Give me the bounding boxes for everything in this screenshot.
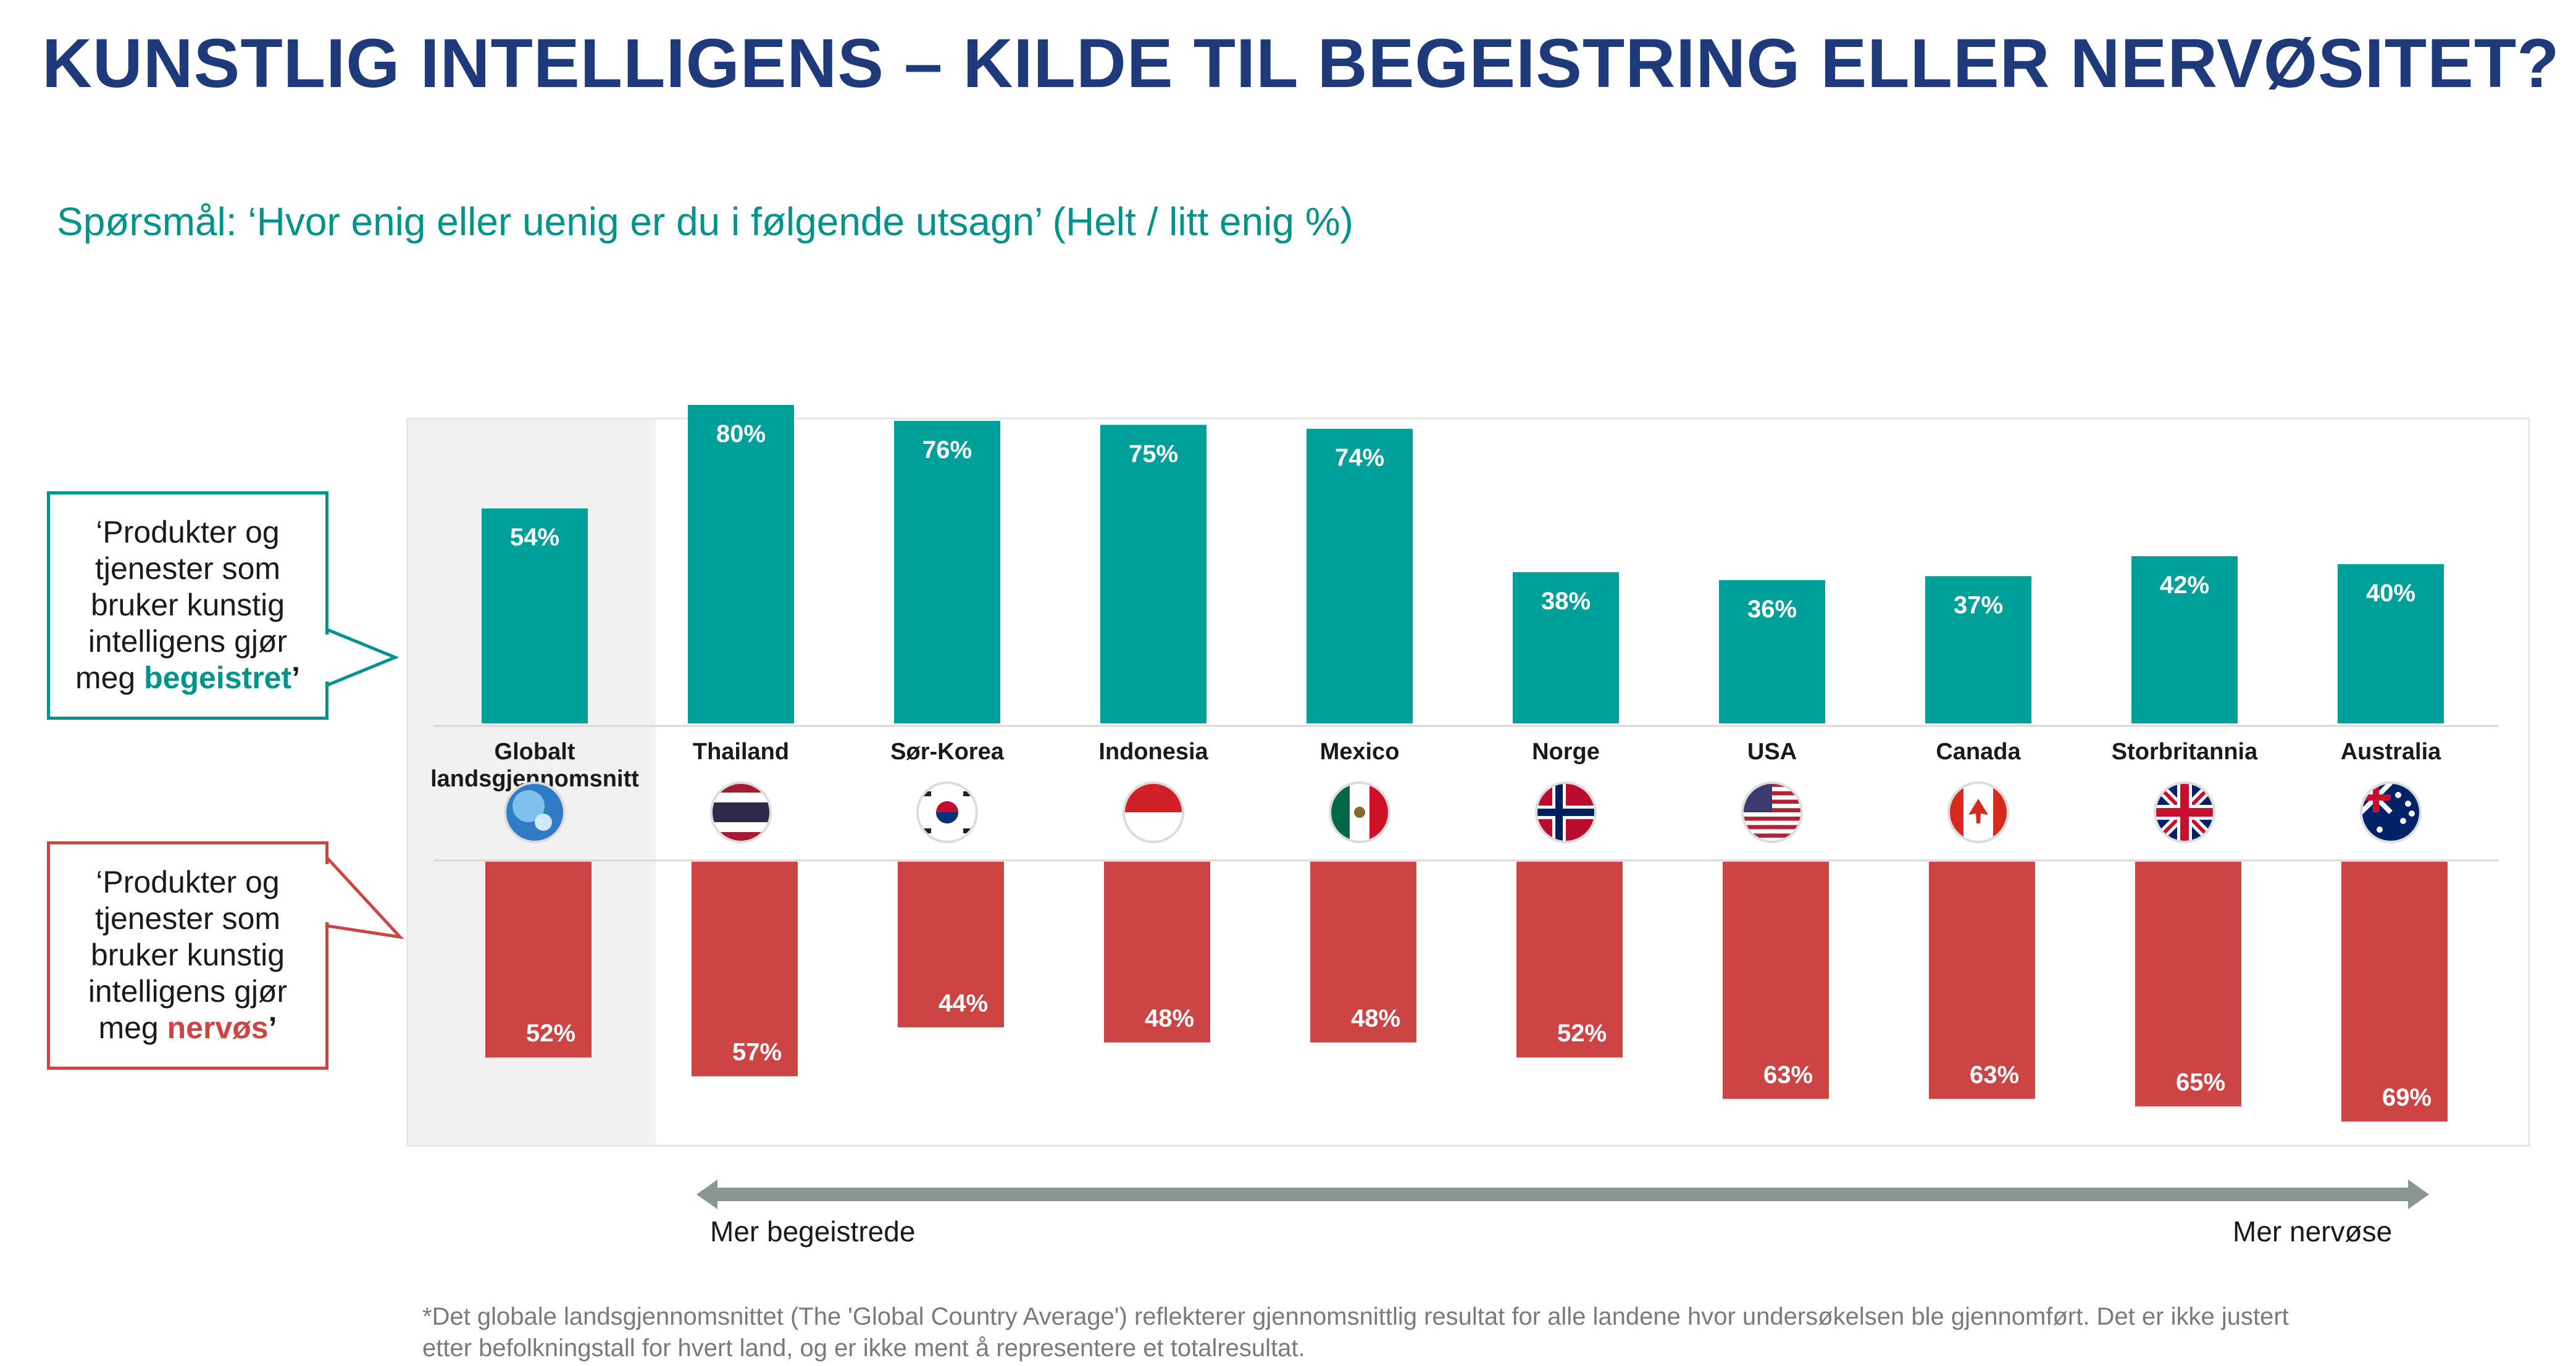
enthused-bar <box>2338 564 2444 723</box>
enthused-value-label: 74% <box>1335 444 1384 472</box>
enthused-value-label: 76% <box>922 436 972 464</box>
enthused-value-label: 40% <box>2366 580 2415 607</box>
nervous-bar <box>898 862 1004 1028</box>
south-korea-flag-icon <box>916 781 978 843</box>
direction-arrow <box>696 1180 2429 1209</box>
norway-flag-icon <box>1535 781 1597 843</box>
nervous-bar <box>1929 862 2035 1099</box>
category-label: Globalt <box>495 739 575 765</box>
nervous-value-label: 52% <box>1557 1020 1607 1047</box>
nervous-bar <box>2341 862 2448 1122</box>
enthused-series: 54% 80% 76% 75% 74% 38% 36% 37% 42% 40% <box>482 405 2444 723</box>
australia-flag-icon <box>2360 781 2422 843</box>
nervous-callout: ‘Produkter og tjenester som bruker kunst… <box>47 841 328 1070</box>
category-label: Mexico <box>1320 739 1400 765</box>
enthused-value-label: 36% <box>1747 596 1797 623</box>
nervous-value-label: 63% <box>1763 1061 1813 1088</box>
nervous-bar <box>485 862 592 1058</box>
category-label: Norge <box>1532 739 1600 765</box>
enthused-value-label: 80% <box>716 420 766 448</box>
uk-flag-icon <box>2154 781 2215 843</box>
category-label: Indonesia <box>1098 739 1208 765</box>
enthused-callout-text: ‘Produkter og tjenester som bruker kunst… <box>75 515 288 695</box>
nervous-value-label: 52% <box>526 1020 575 1047</box>
enthused-bar <box>1513 572 1619 723</box>
nervous-callout-quote: ’ <box>268 1010 277 1045</box>
enthused-bar <box>1100 425 1206 723</box>
enthused-value-label: 75% <box>1129 440 1178 467</box>
nervous-value-label: 48% <box>1351 1005 1400 1032</box>
nervous-value-label: 63% <box>1970 1061 2019 1088</box>
nervous-bar <box>1516 862 1623 1058</box>
usa-flag-icon <box>1741 781 1803 843</box>
nervous-value-label: 48% <box>1145 1005 1194 1032</box>
enthused-bar <box>1307 428 1413 723</box>
nervous-value-label: 44% <box>939 989 988 1017</box>
category-label: Sør-Korea <box>890 739 1005 765</box>
footnote: *Det globale landsgjennomsnittet (The 'G… <box>422 1303 2289 1362</box>
enthused-callout-quote: ’ <box>291 660 301 695</box>
nervous-value-label: 65% <box>2176 1069 2225 1096</box>
nervous-series: 52% 57% 44% 48% 48% 52% 63% 63% 65% 69% <box>485 862 2448 1122</box>
mexico-flag-icon <box>1329 781 1390 843</box>
enthused-bar <box>1925 576 2031 723</box>
enthused-bar <box>894 420 1000 723</box>
nervous-bar <box>1723 862 1829 1099</box>
globe-icon <box>504 781 566 843</box>
canada-flag-icon <box>1947 781 2009 843</box>
category-label: Australia <box>2341 739 2441 765</box>
page-subtitle: Spørsmål: ‘Hvor enig eller uenig er du i… <box>57 199 1353 244</box>
thailand-flag-icon <box>710 781 772 843</box>
enthused-bar <box>1719 580 1825 723</box>
nervous-callout-highlight: nervøs <box>167 1010 269 1045</box>
nervous-bar <box>2135 862 2241 1107</box>
nervous-value-label: 69% <box>2382 1084 2432 1111</box>
enthused-value-label: 38% <box>1541 588 1591 615</box>
enthused-value-label: 37% <box>1954 591 2003 618</box>
arrow-right-label: Mer nervøse <box>2233 1215 2393 1247</box>
nervous-callout-text: ‘Produkter og tjenester som bruker kunst… <box>88 865 288 1045</box>
category-label: Thailand <box>693 739 789 765</box>
enthused-value-label: 54% <box>510 524 559 551</box>
enthused-bar <box>688 405 794 723</box>
enthused-bar <box>2131 556 2238 723</box>
flags-row <box>504 781 2422 843</box>
enthused-value-label: 42% <box>2160 572 2209 599</box>
arrow-left-label: Mer begeistrede <box>710 1215 916 1247</box>
enthused-callout: ‘Produkter og tjenester som bruker kunst… <box>47 491 328 720</box>
category-label: Storbritannia <box>2112 739 2258 765</box>
nervous-bar <box>692 862 798 1077</box>
nervous-value-label: 57% <box>732 1039 782 1066</box>
nervous-bar <box>1104 862 1210 1043</box>
enthused-callout-highlight: begeistret <box>144 660 292 695</box>
enthused-bar <box>482 508 588 723</box>
category-label: Canada <box>1936 739 2021 765</box>
category-label: USA <box>1747 739 1797 765</box>
nervous-bar <box>1310 862 1416 1043</box>
page-title: KUNSTLIG INTELLIGENS – KILDE TIL BEGEIST… <box>42 25 2560 102</box>
indonesia-flag-icon <box>1123 781 1184 843</box>
